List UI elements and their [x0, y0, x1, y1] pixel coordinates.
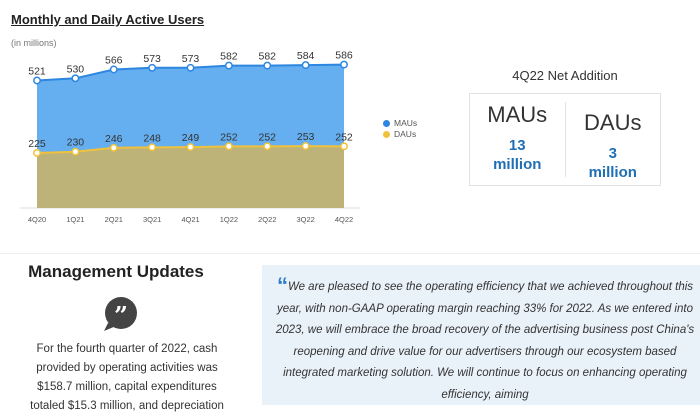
ceo-quote: “We are pleased to see the operating eff…	[272, 275, 698, 406]
legend-dau-label: DAUs	[394, 129, 417, 139]
net-addition-mau: MAUs 13 million	[470, 94, 565, 185]
point-daus	[33, 148, 41, 157]
data-label-daus: 230	[67, 137, 85, 149]
legend-mau-label: MAUs	[394, 118, 418, 128]
data-label-maus: 530	[67, 63, 85, 75]
x-tick-label: 2Q22	[258, 215, 276, 224]
data-label-maus: 566	[105, 54, 123, 66]
chart-unit-label: (in millions)	[11, 38, 57, 48]
point-maus	[263, 61, 272, 70]
data-label-daus: 253	[297, 131, 315, 143]
quote-bubble-icon: ”	[104, 297, 137, 331]
chart-legend: MAUs DAUs	[383, 118, 417, 140]
net-addition-title: 4Q22 Net Addition	[512, 68, 618, 83]
point-maus	[71, 74, 80, 83]
data-label-daus: 249	[182, 132, 200, 144]
point-maus	[148, 63, 157, 72]
point-daus	[301, 142, 310, 151]
chart-title: Monthly and Daily Active Users	[11, 12, 205, 27]
dau-unit: million	[588, 164, 637, 181]
mau-unit: million	[493, 156, 542, 173]
x-tick-label: 2Q21	[105, 215, 123, 224]
legend-mau-dot	[383, 120, 390, 127]
point-daus	[109, 143, 118, 152]
legend-dau-dot	[383, 131, 390, 138]
x-tick-label: 1Q21	[66, 215, 84, 224]
mau-label: MAUs	[487, 102, 548, 127]
x-tick-label: 4Q22	[335, 215, 353, 224]
svg-text:”: ”	[114, 301, 128, 330]
point-maus	[224, 61, 233, 70]
point-maus	[340, 60, 348, 69]
management-text: For the fourth quarter of 2022, cash pro…	[30, 343, 224, 412]
point-maus	[33, 76, 41, 85]
point-daus	[224, 142, 233, 151]
data-label-maus: 582	[258, 51, 276, 63]
data-label-maus: 573	[143, 53, 161, 65]
point-daus	[263, 142, 272, 151]
dau-label: DAUs	[584, 110, 642, 135]
legend-dau: DAUs	[383, 129, 417, 140]
dau-value: 3	[608, 145, 617, 162]
net-addition-dau: DAUs 3 million	[564, 102, 661, 181]
data-label-daus: 248	[143, 132, 161, 144]
data-label-daus: 252	[258, 131, 276, 143]
data-label-maus: 586	[335, 50, 353, 62]
x-tick-label: 1Q22	[220, 215, 238, 224]
x-tick-label: 4Q21	[181, 215, 199, 224]
point-daus	[186, 143, 195, 152]
data-label-maus: 582	[220, 51, 238, 63]
net-addition-box: MAUs 13 million DAUs 3 million	[469, 93, 661, 186]
area-daus	[37, 146, 344, 208]
point-maus	[109, 65, 118, 74]
x-tick-label: 3Q21	[143, 215, 161, 224]
section-divider	[0, 253, 700, 254]
management-title: Management Updates	[28, 262, 204, 281]
data-label-daus: 246	[105, 133, 123, 145]
data-label-daus: 252	[335, 131, 353, 143]
quote-mark-icon: “	[276, 273, 288, 298]
active-users-chart: 521 530 566 573 573 582 582 584 586 225 230 246 248 2…	[20, 50, 360, 224]
point-daus	[340, 142, 348, 151]
point-maus	[301, 61, 310, 70]
legend-mau: MAUs	[383, 118, 417, 129]
point-daus	[148, 143, 157, 152]
point-daus	[71, 147, 80, 156]
x-tick-label: 4Q20	[28, 215, 46, 224]
x-tick-label: 3Q22	[296, 215, 314, 224]
data-label-daus: 252	[220, 131, 238, 143]
quote-text: We are pleased to see the operating effi…	[275, 281, 695, 401]
mau-value: 13	[508, 137, 526, 154]
data-label-daus: 225	[28, 138, 46, 150]
data-label-maus: 584	[297, 50, 315, 62]
point-maus	[186, 63, 195, 72]
data-label-maus: 521	[28, 66, 46, 78]
quote-box	[262, 265, 700, 405]
data-label-maus: 573	[182, 53, 200, 65]
